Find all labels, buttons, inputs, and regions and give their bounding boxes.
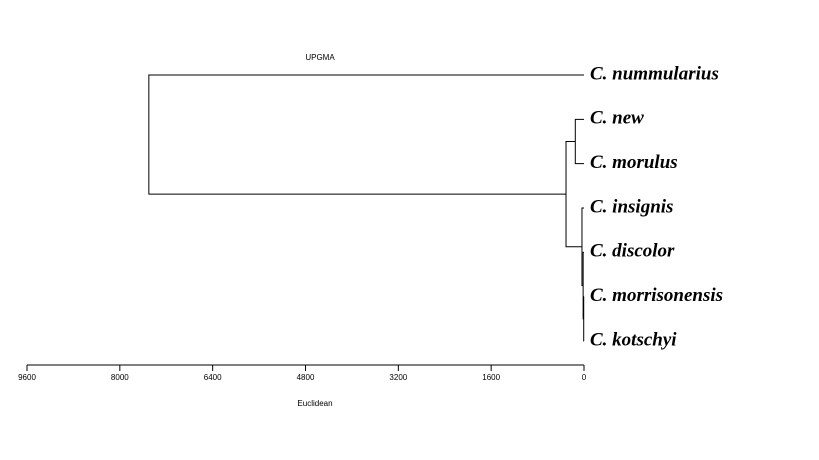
leaf-label: C. kotschyi [590, 329, 677, 350]
x-tick-label: 9600 [18, 373, 36, 382]
x-tick-label: 3200 [389, 373, 407, 382]
leaf-label: C. nummularius [590, 63, 719, 84]
x-tick-label: 8000 [111, 373, 129, 382]
dendrogram-link [148, 74, 584, 195]
x-tick-label: 0 [582, 373, 587, 382]
leaf-label: C. new [590, 108, 644, 129]
x-axis-label: Euclidean [297, 399, 332, 408]
x-tick-label: 1600 [482, 373, 500, 382]
leaf-label: C. discolor [590, 241, 675, 262]
dendrogram-link [565, 141, 582, 248]
leaf-label: C. insignis [590, 196, 673, 217]
chart-title: UPGMA [305, 53, 335, 62]
dendrogram-link [582, 251, 584, 320]
dendrogram-link [574, 118, 584, 165]
leaf-label: C. morrisonensis [590, 285, 723, 306]
leaf-label: C. morulus [590, 152, 678, 173]
x-tick-label: 4800 [297, 373, 315, 382]
x-tick-label: 6400 [204, 373, 222, 382]
